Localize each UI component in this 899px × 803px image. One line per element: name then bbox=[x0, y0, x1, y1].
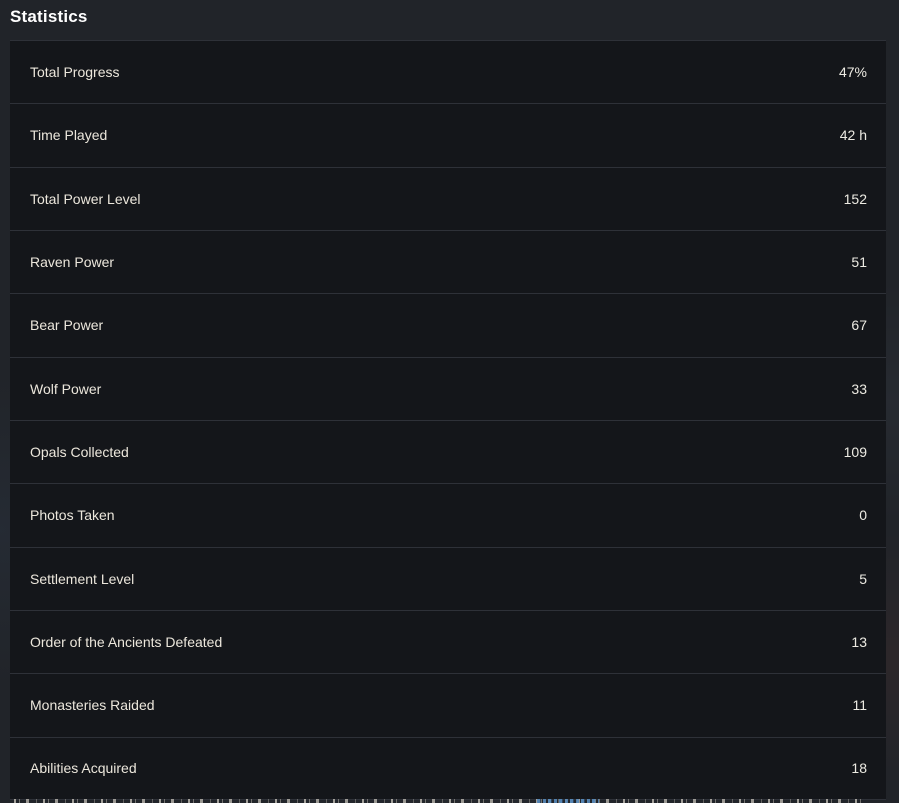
stat-value: 13 bbox=[851, 634, 867, 651]
stats-list: Total Progress 47% Time Played 42 h Tota… bbox=[10, 40, 886, 800]
stat-value: 0 bbox=[859, 507, 867, 524]
stat-label: Photos Taken bbox=[30, 507, 115, 524]
stat-row: Abilities Acquired 18 bbox=[10, 736, 886, 800]
stat-label: Wolf Power bbox=[30, 380, 102, 397]
stat-value: 47% bbox=[838, 64, 867, 81]
stat-row: Order of the Ancients Defeated 13 bbox=[10, 609, 886, 674]
stat-label: Monasteries Raided bbox=[30, 697, 155, 714]
stat-value: 11 bbox=[852, 697, 867, 714]
stat-label: Bear Power bbox=[30, 317, 104, 334]
stat-row: Opals Collected 109 bbox=[10, 419, 886, 484]
stat-value: 18 bbox=[851, 760, 867, 777]
stat-label: Time Played bbox=[30, 127, 108, 144]
stat-label: Total Progress bbox=[30, 64, 120, 81]
stat-row: Wolf Power 33 bbox=[10, 356, 886, 420]
cutoff-link-fragment bbox=[537, 799, 599, 803]
stat-row: Settlement Level 5 bbox=[10, 546, 886, 610]
stat-row: Time Played 42 h bbox=[10, 103, 886, 167]
stat-row: Monasteries Raided 11 bbox=[10, 673, 886, 737]
stat-label: Opals Collected bbox=[30, 444, 129, 461]
stat-value: 33 bbox=[851, 380, 867, 397]
cutoff-text-fragment bbox=[14, 799, 866, 803]
cutoff-footer-text bbox=[14, 799, 866, 803]
stat-label: Total Power Level bbox=[30, 190, 141, 207]
stat-value: 42 h bbox=[839, 127, 867, 144]
stat-label: Raven Power bbox=[30, 254, 115, 271]
stat-row: Bear Power 67 bbox=[10, 293, 886, 357]
stat-value: 152 bbox=[843, 190, 867, 207]
stat-label: Order of the Ancients Defeated bbox=[30, 634, 223, 651]
stat-row: Raven Power 51 bbox=[10, 229, 886, 294]
stat-value: 51 bbox=[851, 254, 867, 271]
stat-label: Settlement Level bbox=[30, 570, 135, 587]
stat-value: 5 bbox=[859, 570, 867, 587]
stat-value: 67 bbox=[851, 317, 867, 334]
stat-value: 109 bbox=[843, 444, 867, 461]
stat-label: Abilities Acquired bbox=[30, 760, 137, 777]
page-title: Statistics bbox=[10, 7, 88, 26]
stat-row: Photos Taken 0 bbox=[10, 483, 886, 547]
stat-row: Total Power Level 152 bbox=[10, 166, 886, 230]
stat-row: Total Progress 47% bbox=[10, 40, 886, 104]
